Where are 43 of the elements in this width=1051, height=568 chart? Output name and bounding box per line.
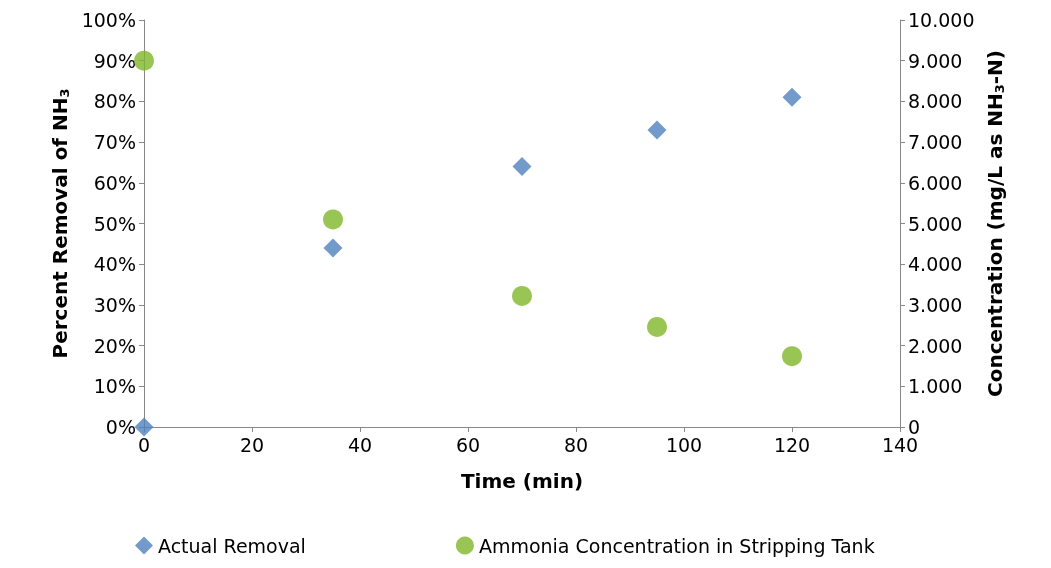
y-tick-label: 40% [93, 253, 136, 276]
x-tick-label: 80 [563, 433, 589, 456]
point [782, 87, 802, 107]
y-tick-label: 30% [93, 293, 136, 316]
y2-tick-label: 4.000 [908, 253, 963, 276]
x-tick-label: 20 [239, 433, 265, 456]
point [647, 120, 667, 140]
y-tick-label: 20% [93, 334, 136, 357]
y2-tick-label: 8.000 [908, 90, 963, 113]
point [134, 417, 154, 437]
point [323, 209, 343, 230]
x-tick-label: 100 [665, 433, 703, 456]
y2-tick-label: 10.000 [908, 9, 975, 31]
y-tick-label: 60% [93, 171, 136, 194]
y-tick-label: 70% [93, 131, 136, 154]
y-tick-label: 90% [93, 49, 136, 72]
legend-label: Ammonia Concentration in Stripping Tank [478, 534, 875, 557]
y2-tick-label: 9.000 [908, 49, 963, 72]
y2-tick-label: 6.000 [908, 171, 963, 194]
point [512, 285, 532, 306]
y2-tick-label: 2.000 [908, 334, 963, 357]
y-tick-label: 100% [81, 9, 136, 31]
point [323, 238, 343, 258]
x-tick-label: 0 [137, 433, 151, 456]
y2-tick-label: 3.000 [908, 293, 963, 316]
point [134, 50, 154, 71]
legend-label: Actual Removal [158, 534, 306, 557]
point [782, 346, 802, 367]
x-tick-label: 60 [455, 433, 481, 456]
x-tick-label: 40 [347, 433, 373, 456]
y2-axis-title: Concentration (mg/L as NH3-N) [983, 50, 1008, 397]
y2-tick-label: 7.000 [908, 131, 963, 154]
y2-tick-label: 5.000 [908, 212, 963, 235]
x-tick-label: 120 [773, 433, 811, 456]
y2-tick-label: 1.000 [908, 375, 963, 398]
y-tick-label: 0% [105, 416, 136, 438]
y-tick-label: 10% [93, 375, 136, 398]
x-axis-title: Time (min) [460, 469, 584, 493]
point [647, 316, 667, 337]
y-tick-label: 80% [93, 90, 136, 113]
y-axis-title: Percent Removal of NH3 [48, 88, 73, 359]
y-tick-label: 50% [93, 212, 136, 235]
point [512, 157, 532, 177]
